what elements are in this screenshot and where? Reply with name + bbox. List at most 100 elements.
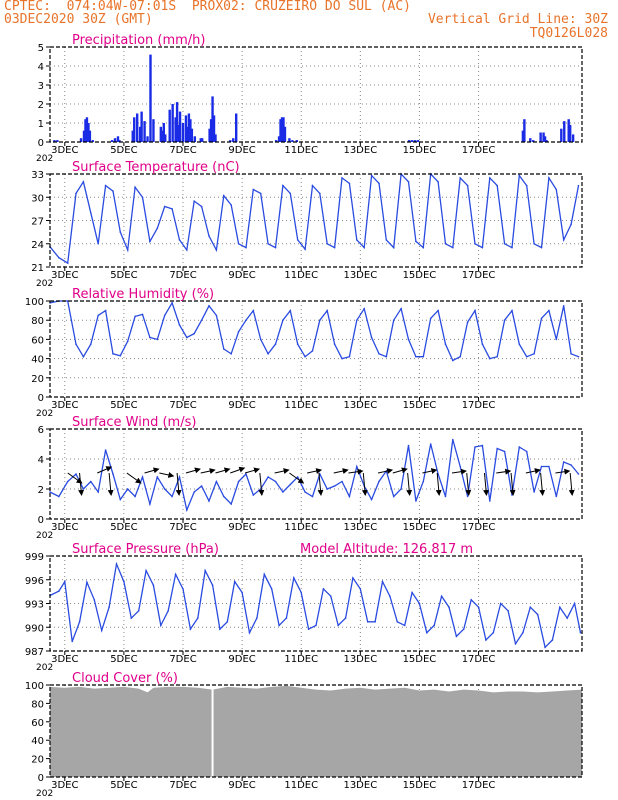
data-point (193, 332, 196, 335)
data-point (488, 357, 491, 360)
wind-arrow (215, 467, 231, 474)
wind-arrow (200, 468, 216, 474)
x-tick-label: 13DEC (343, 780, 377, 791)
data-point (119, 231, 122, 233)
data-point (319, 319, 321, 322)
header-station: CPTEC: 074:04W-07:01S PROX02: CRUZEIRO D… (4, 0, 411, 14)
wind-arrow (483, 472, 490, 496)
x-tick-label: 15DEC (403, 780, 437, 791)
wind-arrow (258, 472, 265, 496)
data-point (352, 577, 354, 579)
data-point (126, 340, 129, 343)
precip-bar (181, 123, 185, 142)
precip-bar (571, 134, 575, 142)
data-point (315, 624, 317, 627)
precip-bar (209, 119, 213, 142)
data-point (186, 509, 188, 511)
precip-bar (413, 140, 417, 142)
wind-arrow (539, 472, 546, 496)
y-tick-label: 990 (25, 623, 44, 634)
data-point (134, 186, 136, 188)
x-tick-label: 5DEC (110, 654, 137, 665)
data-point (403, 624, 406, 627)
data-point (533, 242, 535, 245)
data-point (562, 305, 565, 307)
x-tick-label: 5DEC (110, 780, 137, 791)
data-point (555, 338, 558, 341)
panel-frame (49, 46, 583, 143)
data-point (363, 307, 365, 310)
data-point (378, 480, 380, 483)
data-point (274, 480, 277, 483)
data-point (289, 192, 292, 195)
data-point (415, 355, 417, 358)
data-point (511, 309, 513, 312)
precip-bar (152, 119, 155, 142)
data-point (507, 610, 509, 612)
precip-bar (87, 123, 90, 142)
data-point (503, 319, 506, 322)
y-tick-label: 0 (38, 773, 44, 784)
precip-bar (539, 132, 542, 142)
data-point (392, 319, 395, 322)
x-tick-label: 13DEC (343, 400, 377, 411)
x-tick-label: 17DEC (462, 654, 496, 665)
data-point (208, 235, 210, 237)
data-point (215, 480, 218, 483)
precip-bar (88, 130, 92, 142)
precip-bar (543, 136, 547, 142)
y-tick-label: 0 (38, 138, 44, 149)
data-point (86, 581, 88, 584)
data-point (511, 246, 513, 249)
data-point (370, 336, 373, 339)
wind-arrow (333, 468, 349, 474)
data-point (219, 628, 221, 630)
data-point (100, 629, 103, 632)
year-label: 202 (36, 531, 53, 541)
precip-bar (568, 124, 572, 142)
precip-bar (135, 113, 139, 142)
data-point (93, 599, 96, 601)
data-point (304, 355, 306, 358)
data-point (259, 192, 262, 195)
data-point (145, 569, 147, 572)
precip-bar (567, 119, 570, 142)
y-tick-label: 60 (31, 335, 44, 346)
data-point (433, 624, 436, 627)
data-point (536, 613, 539, 616)
precip-bar (542, 132, 545, 142)
wind-arrow (435, 472, 442, 496)
precip-bar (283, 126, 287, 142)
wind-arrow (555, 468, 571, 475)
x-tick-label: 11DEC (284, 780, 318, 791)
data-point (540, 317, 543, 320)
data-point (440, 595, 443, 597)
precip-bar (53, 140, 56, 142)
wind-arrow (509, 472, 516, 496)
data-point (555, 188, 558, 191)
data-point (296, 239, 299, 241)
x-tick-label: 7DEC (169, 780, 196, 791)
data-point (522, 631, 524, 634)
panel-frame (49, 684, 583, 778)
data-point (459, 465, 462, 468)
data-point (256, 617, 258, 619)
data-point (211, 584, 214, 587)
precip-bar (177, 124, 180, 142)
wind-arrow (97, 466, 113, 474)
data-point (474, 242, 476, 245)
precip-bar (110, 140, 114, 142)
precip-bar (159, 126, 163, 142)
x-tick-label: 9DEC (228, 270, 255, 281)
data-point (429, 317, 432, 320)
precip-bar (143, 121, 146, 142)
wind-arrow (144, 467, 160, 474)
data-point (533, 353, 535, 355)
data-point (267, 353, 269, 355)
data-point (66, 262, 69, 264)
data-point (167, 610, 170, 612)
wind-arrow (496, 468, 512, 475)
data-point (485, 639, 487, 641)
data-point (378, 353, 380, 355)
data-point (577, 355, 580, 358)
